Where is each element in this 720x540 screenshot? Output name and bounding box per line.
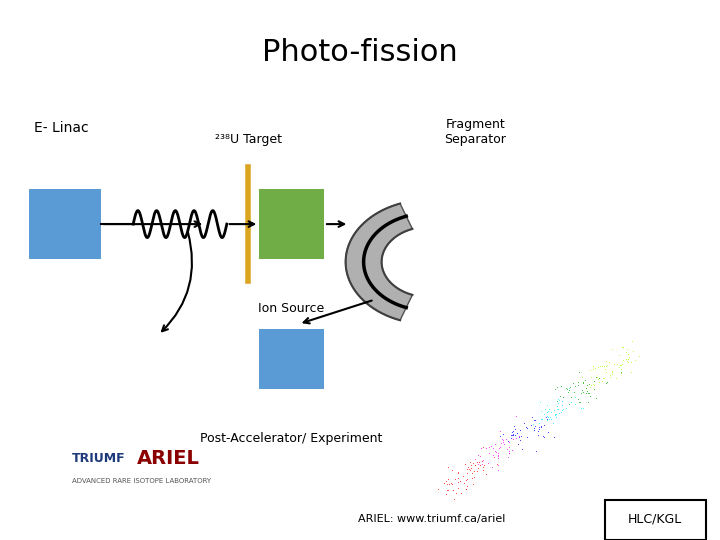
FancyBboxPatch shape bbox=[259, 189, 324, 259]
Text: ²³⁸U Target: ²³⁸U Target bbox=[215, 133, 282, 146]
Text: Photo-fission: Photo-fission bbox=[262, 38, 458, 67]
FancyBboxPatch shape bbox=[259, 329, 324, 389]
Text: TRIUMF: TRIUMF bbox=[72, 453, 125, 465]
Text: ADVANCED RARE ISOTOPE LABORATORY: ADVANCED RARE ISOTOPE LABORATORY bbox=[72, 477, 211, 484]
Text: Post-Accelerator/ Experiment: Post-Accelerator/ Experiment bbox=[200, 432, 383, 445]
FancyBboxPatch shape bbox=[29, 189, 101, 259]
Polygon shape bbox=[346, 204, 413, 320]
Text: ARIEL: ARIEL bbox=[137, 449, 199, 469]
Text: ARIEL: www.triumf.ca/ariel: ARIEL: www.triumf.ca/ariel bbox=[359, 514, 505, 524]
Text: Ion Source: Ion Source bbox=[258, 302, 325, 315]
FancyBboxPatch shape bbox=[605, 500, 706, 540]
Text: Fragment
Separator: Fragment Separator bbox=[444, 118, 506, 146]
Text: E- Linac: E- Linac bbox=[34, 121, 89, 135]
Text: HLC/KGL: HLC/KGL bbox=[628, 513, 683, 526]
